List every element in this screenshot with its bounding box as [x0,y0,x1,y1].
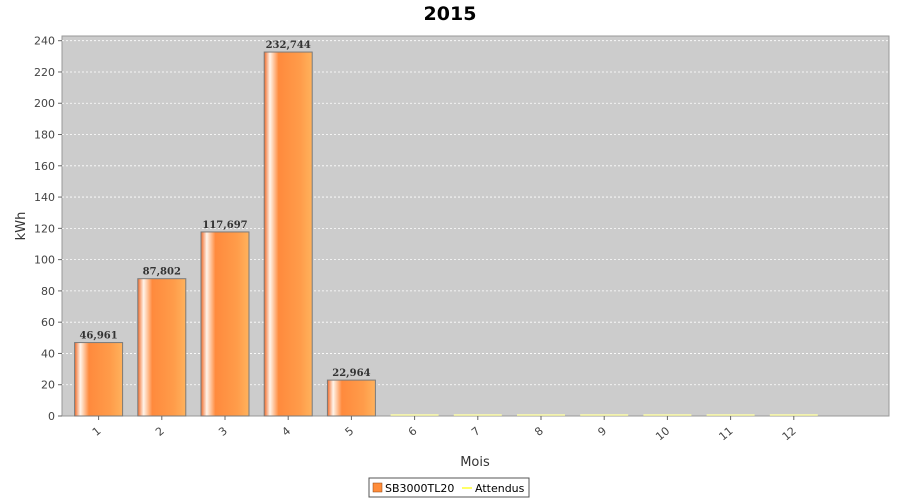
bars [74,51,376,417]
y-axis-label: kWh [14,212,29,241]
x-axis-ticks: 1 2 3 4 5 6 7 8 9 10 11 12 [90,416,799,443]
y-tick-label: 0 [48,410,55,423]
legend-label-series-1: SB3000TL20 [385,482,454,495]
bar-month-5 [326,379,376,417]
data-label: 22,964 [332,368,370,379]
y-tick-label: 40 [41,347,55,360]
bar-month-3 [200,231,250,417]
x-tick-label: 7 [469,424,483,438]
x-tick-label: 9 [595,424,609,438]
y-tick-label: 60 [41,316,55,329]
y-tick-label: 180 [34,129,55,142]
bar-month-4 [263,51,313,417]
data-label: 117,697 [202,220,247,231]
x-tick-label: 6 [406,424,420,438]
x-tick-label: 10 [653,424,672,443]
chart-title: 2015 [424,3,477,25]
plot-area [61,35,890,417]
x-tick-label: 8 [532,424,546,438]
y-tick-label: 160 [34,160,55,173]
x-tick-label: 12 [780,424,799,443]
data-label: 46,961 [79,331,117,342]
legend: SB3000TL20 Attendus [368,477,530,498]
data-label: 87,802 [143,267,181,278]
x-tick-label: 3 [216,424,230,438]
x-tick-label: 4 [279,424,293,438]
x-tick-label: 2 [153,424,167,438]
y-tick-label: 20 [41,379,55,392]
data-labels: 46,961 87,802 117,697 232,744 22,964 [79,40,370,379]
y-tick-label: 140 [34,191,55,204]
y-tick-label: 100 [34,254,55,267]
y-axis-ticks: 0 20 40 60 80 100 120 140 160 180 200 220 240 [34,35,62,423]
bar-month-2 [137,278,187,417]
legend-label-series-2: Attendus [475,482,525,495]
x-tick-label: 11 [716,424,735,443]
legend-box [368,477,530,498]
legend-swatch-bar [372,482,383,493]
data-label: 232,744 [266,40,311,51]
x-tick-label: 5 [343,424,357,438]
y-tick-label: 120 [34,222,55,235]
gridlines [62,40,889,386]
y-tick-label: 240 [34,35,55,48]
x-tick-label: 1 [90,424,104,438]
y-tick-label: 200 [34,97,55,110]
x-axis-label: Mois [460,455,490,470]
y-tick-label: 80 [41,285,55,298]
bar-month-1 [74,342,124,417]
y-tick-label: 220 [34,66,55,79]
